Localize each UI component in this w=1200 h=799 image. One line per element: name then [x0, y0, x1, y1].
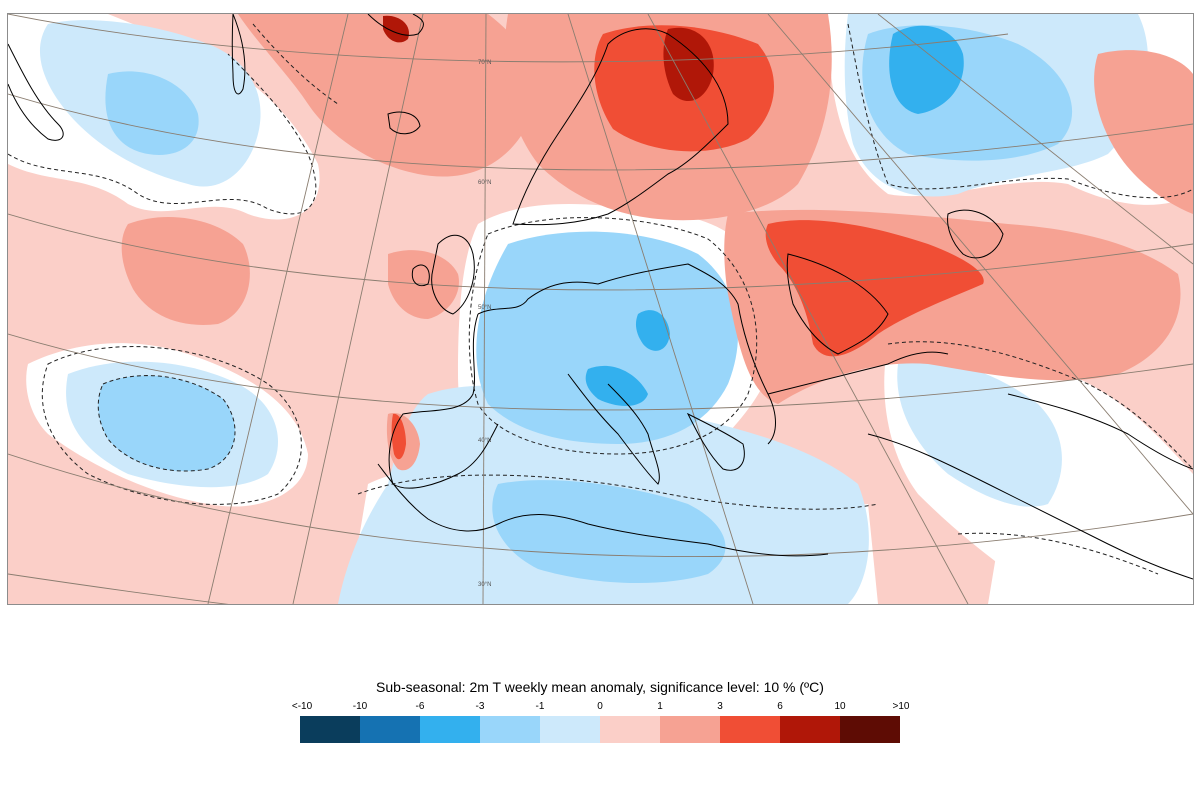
legend-title: Sub-seasonal: 2m T weekly mean anomaly, … — [376, 679, 824, 695]
coastlines — [8, 14, 1193, 580]
legend-swatch-6 — [600, 716, 660, 743]
legend-tick-label: 10 — [834, 701, 846, 712]
warm-anomaly-extreme — [383, 15, 714, 102]
legend-tick-label: -3 — [475, 701, 485, 712]
lat-label-60: 60°N — [478, 180, 491, 186]
lat-label-40: 40°N — [478, 438, 491, 444]
lat-label-50: 50°N — [478, 305, 491, 311]
legend-tick-label: -6 — [415, 701, 425, 712]
legend-color-bar — [300, 716, 900, 743]
anomaly-map: 70°N 60°N 50°N 40°N 30°N — [7, 13, 1194, 605]
legend-swatch-4 — [480, 716, 540, 743]
legend-swatch-10 — [840, 716, 900, 743]
legend-tick-label: 6 — [777, 701, 783, 712]
cool-anomaly-strong — [585, 25, 964, 406]
legend-swatch-3 — [420, 716, 480, 743]
significance-contours — [8, 23, 1193, 575]
legend-tick-label: -10 — [352, 701, 368, 712]
legend-swatch-1 — [300, 716, 360, 743]
legend-tick-label: <-10 — [291, 701, 313, 712]
legend-tick-label: 3 — [717, 701, 723, 712]
legend-swatch-7 — [660, 716, 720, 743]
legend-swatch-5 — [540, 716, 600, 743]
lat-label-70: 70°N — [478, 60, 491, 66]
legend-swatch-8 — [720, 716, 780, 743]
legend-tick-label: 1 — [657, 701, 663, 712]
legend-tick-label: -1 — [535, 701, 545, 712]
lat-label-30: 30°N — [478, 582, 491, 588]
legend-tick-label: 0 — [597, 701, 603, 712]
legend-swatch-2 — [360, 716, 420, 743]
legend-swatch-9 — [780, 716, 840, 743]
legend-tick-label: >10 — [892, 701, 910, 712]
